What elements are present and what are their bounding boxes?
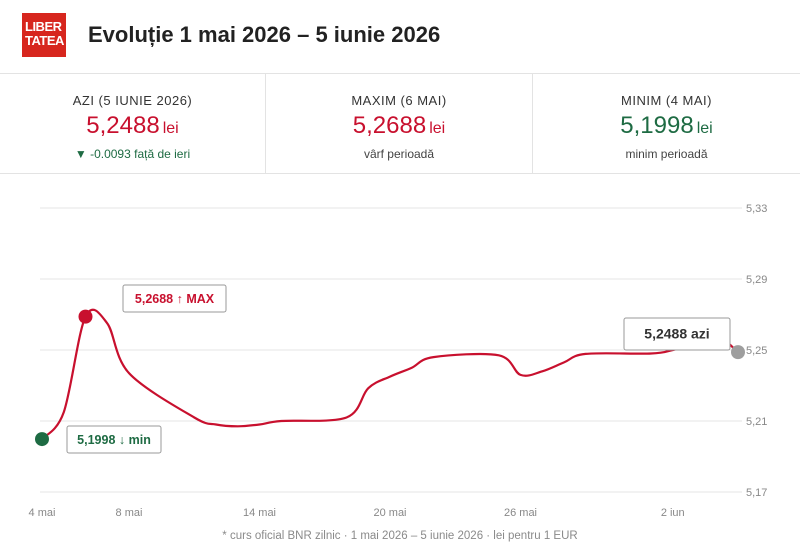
exchange-rate-chart: 5,33 5,29 5,25 5,21 5,17 4 mai 8 mai 14 mai 20 m… — [29, 203, 768, 519]
today-annotation-box — [623, 317, 731, 351]
y-tick-label: 5,25 — [746, 345, 767, 357]
y-tick-label: 5,17 — [746, 487, 767, 499]
stat-min: MINIM (4 MAI) 5,1998 lei minim perioadă — [533, 74, 800, 174]
max-annotation: 5,2688 ↑ MAX — [122, 284, 227, 313]
min-annotation-box — [66, 425, 162, 454]
libertatea-logo[interactable]: LIBER TATEA — [22, 13, 66, 57]
min-annotation: 5,1998 ↓ min — [66, 425, 162, 454]
stat-max-unit: lei — [429, 120, 446, 137]
y-tick-label: 5,29 — [746, 274, 767, 286]
max-point-marker — [78, 309, 93, 324]
stat-max: MAXIM (6 MAI) 5,2688 lei vârf perioadă — [266, 74, 533, 174]
stat-today-change: ▼ -0.0093 față de ieri — [74, 147, 191, 161]
x-tick-label: 14 mai — [243, 507, 276, 519]
stat-min-note: minim perioadă — [625, 147, 708, 161]
max-annotation-text: 5,2688 ↑ MAX — [135, 292, 215, 306]
header: LIBER TATEA Evoluție 1 mai 2026 – 5 iuni… — [0, 0, 800, 74]
stat-today-label: AZI (5 IUNIE 2026) — [72, 93, 193, 108]
logo-line-2: TATEA — [25, 33, 64, 48]
x-tick-label: 2 iun — [661, 507, 685, 519]
page-title: Evoluție 1 mai 2026 – 5 iunie 2026 — [88, 22, 441, 47]
y-tick-label: 5,21 — [746, 416, 767, 428]
x-tick-label: 26 mai — [504, 507, 537, 519]
stat-min-value: 5,1998 — [620, 112, 694, 139]
stat-today-value: 5,2488 — [86, 112, 160, 139]
stat-max-label: MAXIM (6 MAI) — [351, 93, 447, 108]
stat-min-unit: lei — [696, 120, 713, 137]
stats-row: AZI (5 IUNIE 2026) 5,2488 lei ▼ -0.0093 f… — [0, 74, 800, 174]
today-annotation: 5,2488 azi — [623, 317, 731, 351]
footnote: * curs oficial BNR zilnic · 1 mai 2026 –… — [222, 530, 578, 542]
stat-max-value-row: 5,2688 lei — [266, 112, 532, 143]
x-tick-label: 20 mai — [373, 507, 406, 519]
today-annotation-text: 5,2488 azi — [644, 326, 709, 342]
y-tick-label: 5,33 — [746, 203, 767, 215]
logo-line-1: LIBER — [25, 19, 62, 34]
stat-today: AZI (5 IUNIE 2026) 5,2488 lei ▼ -0.0093 f… — [0, 74, 266, 174]
stat-max-value: 5,2688 — [352, 112, 427, 139]
stat-min-label: MINIM (4 MAI) — [621, 93, 712, 108]
x-tick-label: 8 mai — [116, 507, 143, 519]
stat-today-unit: lei — [162, 120, 179, 137]
today-point-marker — [731, 345, 745, 360]
max-annotation-box — [122, 284, 227, 313]
min-annotation-text: 5,1998 ↓ min — [77, 433, 151, 447]
stat-max-note: vârf perioadă — [363, 147, 435, 161]
stat-min-value-row: 5,1998 lei — [533, 112, 800, 143]
stat-today-value-row: 5,2488 lei — [0, 112, 265, 143]
x-tick-label: 4 mai — [29, 507, 56, 519]
series-line — [40, 308, 740, 441]
min-point-marker — [35, 432, 49, 447]
